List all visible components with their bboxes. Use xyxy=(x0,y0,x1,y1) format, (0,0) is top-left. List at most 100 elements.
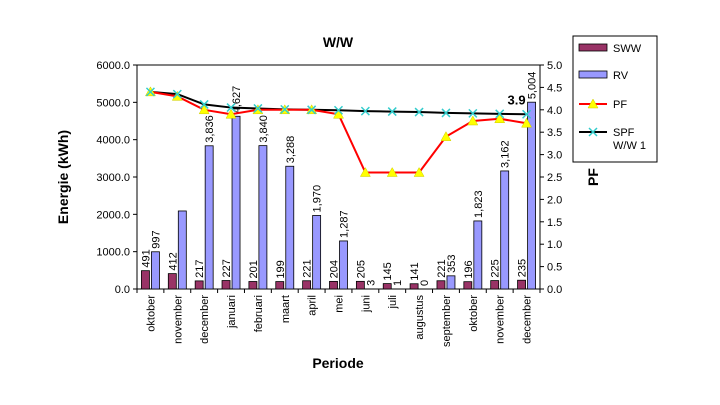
annotation-label: 3.9 xyxy=(508,92,526,107)
y2-axis-title: PF xyxy=(585,168,601,186)
spf-marker-stroke xyxy=(280,104,290,114)
data-label-sww: 196 xyxy=(463,260,475,278)
legend-marker-spf xyxy=(588,127,598,137)
data-label-rv: 3,840 xyxy=(258,115,270,143)
pf-marker xyxy=(198,104,210,115)
pf-marker xyxy=(413,167,425,177)
data-label-sww: 227 xyxy=(221,259,233,277)
spf-marker-stroke xyxy=(199,99,209,109)
spf-marker xyxy=(253,103,263,113)
spf-marker-stroke xyxy=(307,105,317,115)
y2-tick-label: 0.5 xyxy=(547,262,562,274)
spf-marker xyxy=(199,99,209,109)
x-tick-label: januari xyxy=(226,295,238,329)
x-tick-label: november xyxy=(495,295,507,344)
x-axis-title: Periode xyxy=(312,355,364,371)
bar-rv xyxy=(527,101,536,290)
bar-sww xyxy=(275,281,285,290)
bar-rv xyxy=(258,145,268,290)
x-tick-label: maart xyxy=(280,295,292,323)
bar-sww xyxy=(194,280,204,290)
data-label-rv: 0 xyxy=(419,280,431,286)
data-label-sww: 412 xyxy=(167,252,179,270)
data-label-sww: 201 xyxy=(248,260,260,278)
data-label-sww: 141 xyxy=(409,262,421,280)
y-tick-label: 4000.0 xyxy=(96,135,130,147)
bar-rv xyxy=(177,210,187,290)
spf-marker-stroke xyxy=(468,108,478,118)
data-label-sww: 145 xyxy=(382,262,394,280)
spf-marker xyxy=(172,89,182,99)
y2-tick-label: 2.5 xyxy=(547,172,562,184)
y2-tick-label: 3.5 xyxy=(547,127,562,139)
data-label-rv: 1,823 xyxy=(473,190,485,218)
bar-sww xyxy=(409,283,419,290)
y-tick-label: 3000.0 xyxy=(96,172,130,184)
bar-sww xyxy=(355,280,365,290)
spf-marker xyxy=(333,105,344,115)
bar-sww xyxy=(517,279,526,290)
legend-swatch-rv xyxy=(578,70,608,79)
x-tick-label: februari xyxy=(253,295,265,332)
bar-rv xyxy=(285,165,295,290)
bar-sww xyxy=(248,281,258,290)
data-label-rv: 3,836 xyxy=(204,115,216,143)
data-label-rv: 5,004 xyxy=(527,72,539,100)
y-tick-label: 0.0 xyxy=(115,284,130,296)
spf-marker xyxy=(280,104,290,114)
data-label-rv: 3 xyxy=(365,280,377,286)
bar-rv xyxy=(339,240,348,290)
spf-marker-stroke xyxy=(522,109,532,119)
spf-marker xyxy=(226,103,236,113)
y2-tick-label: 0.0 xyxy=(547,284,562,296)
spf-marker-stroke xyxy=(441,108,451,118)
data-label-sww: 217 xyxy=(194,260,206,278)
spf-marker xyxy=(522,109,532,119)
data-label-rv: 353 xyxy=(446,254,458,272)
x-tick-label: oktober xyxy=(468,295,480,332)
bar-rv xyxy=(231,115,241,290)
y2-tick-label: 4.0 xyxy=(547,105,562,117)
y-axis-title: Energie (kWh) xyxy=(55,130,71,224)
y-tick-label: 6000.0 xyxy=(96,60,130,72)
legend-label-rv: RV xyxy=(613,70,629,82)
pf-marker xyxy=(359,167,371,177)
data-label-rv: 4,627 xyxy=(231,86,243,114)
bar-sww xyxy=(302,280,312,290)
y2-tick-label: 5.0 xyxy=(547,60,562,72)
x-tick-label: april xyxy=(307,295,319,316)
bar-sww xyxy=(490,280,500,290)
bar-sww xyxy=(436,280,446,290)
bar-sww xyxy=(141,270,150,290)
legend-label-sww: SWW xyxy=(613,43,642,55)
plot-area: 0.0 1000.0 2000.0 3000.0 4000.0 5000.0 6000.0 0… xyxy=(96,60,562,347)
spf-marker-stroke xyxy=(172,89,182,99)
pf-marker xyxy=(225,108,237,119)
pf-marker xyxy=(440,131,452,141)
spf-marker-stroke xyxy=(333,105,344,115)
spf-marker-stroke xyxy=(145,87,155,97)
data-label-sww: 221 xyxy=(436,259,448,277)
bar-rv xyxy=(446,275,456,290)
data-label-sww: 221 xyxy=(302,259,314,277)
legend-label-pf: PF xyxy=(613,99,627,111)
data-label-sww: 205 xyxy=(355,260,367,278)
legend-label-spf-sub: W/W 1 xyxy=(613,140,646,152)
data-label-rv: 3,162 xyxy=(500,140,512,168)
legend-label-spf: SPF xyxy=(613,127,635,139)
bar-rv xyxy=(312,215,322,290)
data-label-rv: 3,288 xyxy=(285,136,297,164)
data-label-sww: 491 xyxy=(140,249,152,267)
legend-marker-pf xyxy=(587,98,599,109)
data-label-sww: 225 xyxy=(490,259,502,277)
bar-sww xyxy=(221,280,231,290)
spf-marker-stroke xyxy=(226,103,236,113)
spf-marker xyxy=(495,109,505,119)
y-tick-label: 5000.0 xyxy=(96,97,130,109)
data-label-rv: 1,287 xyxy=(339,210,351,238)
bar-rv xyxy=(151,251,160,290)
x-tick-label: december xyxy=(199,295,211,344)
spf-marker xyxy=(307,105,317,115)
